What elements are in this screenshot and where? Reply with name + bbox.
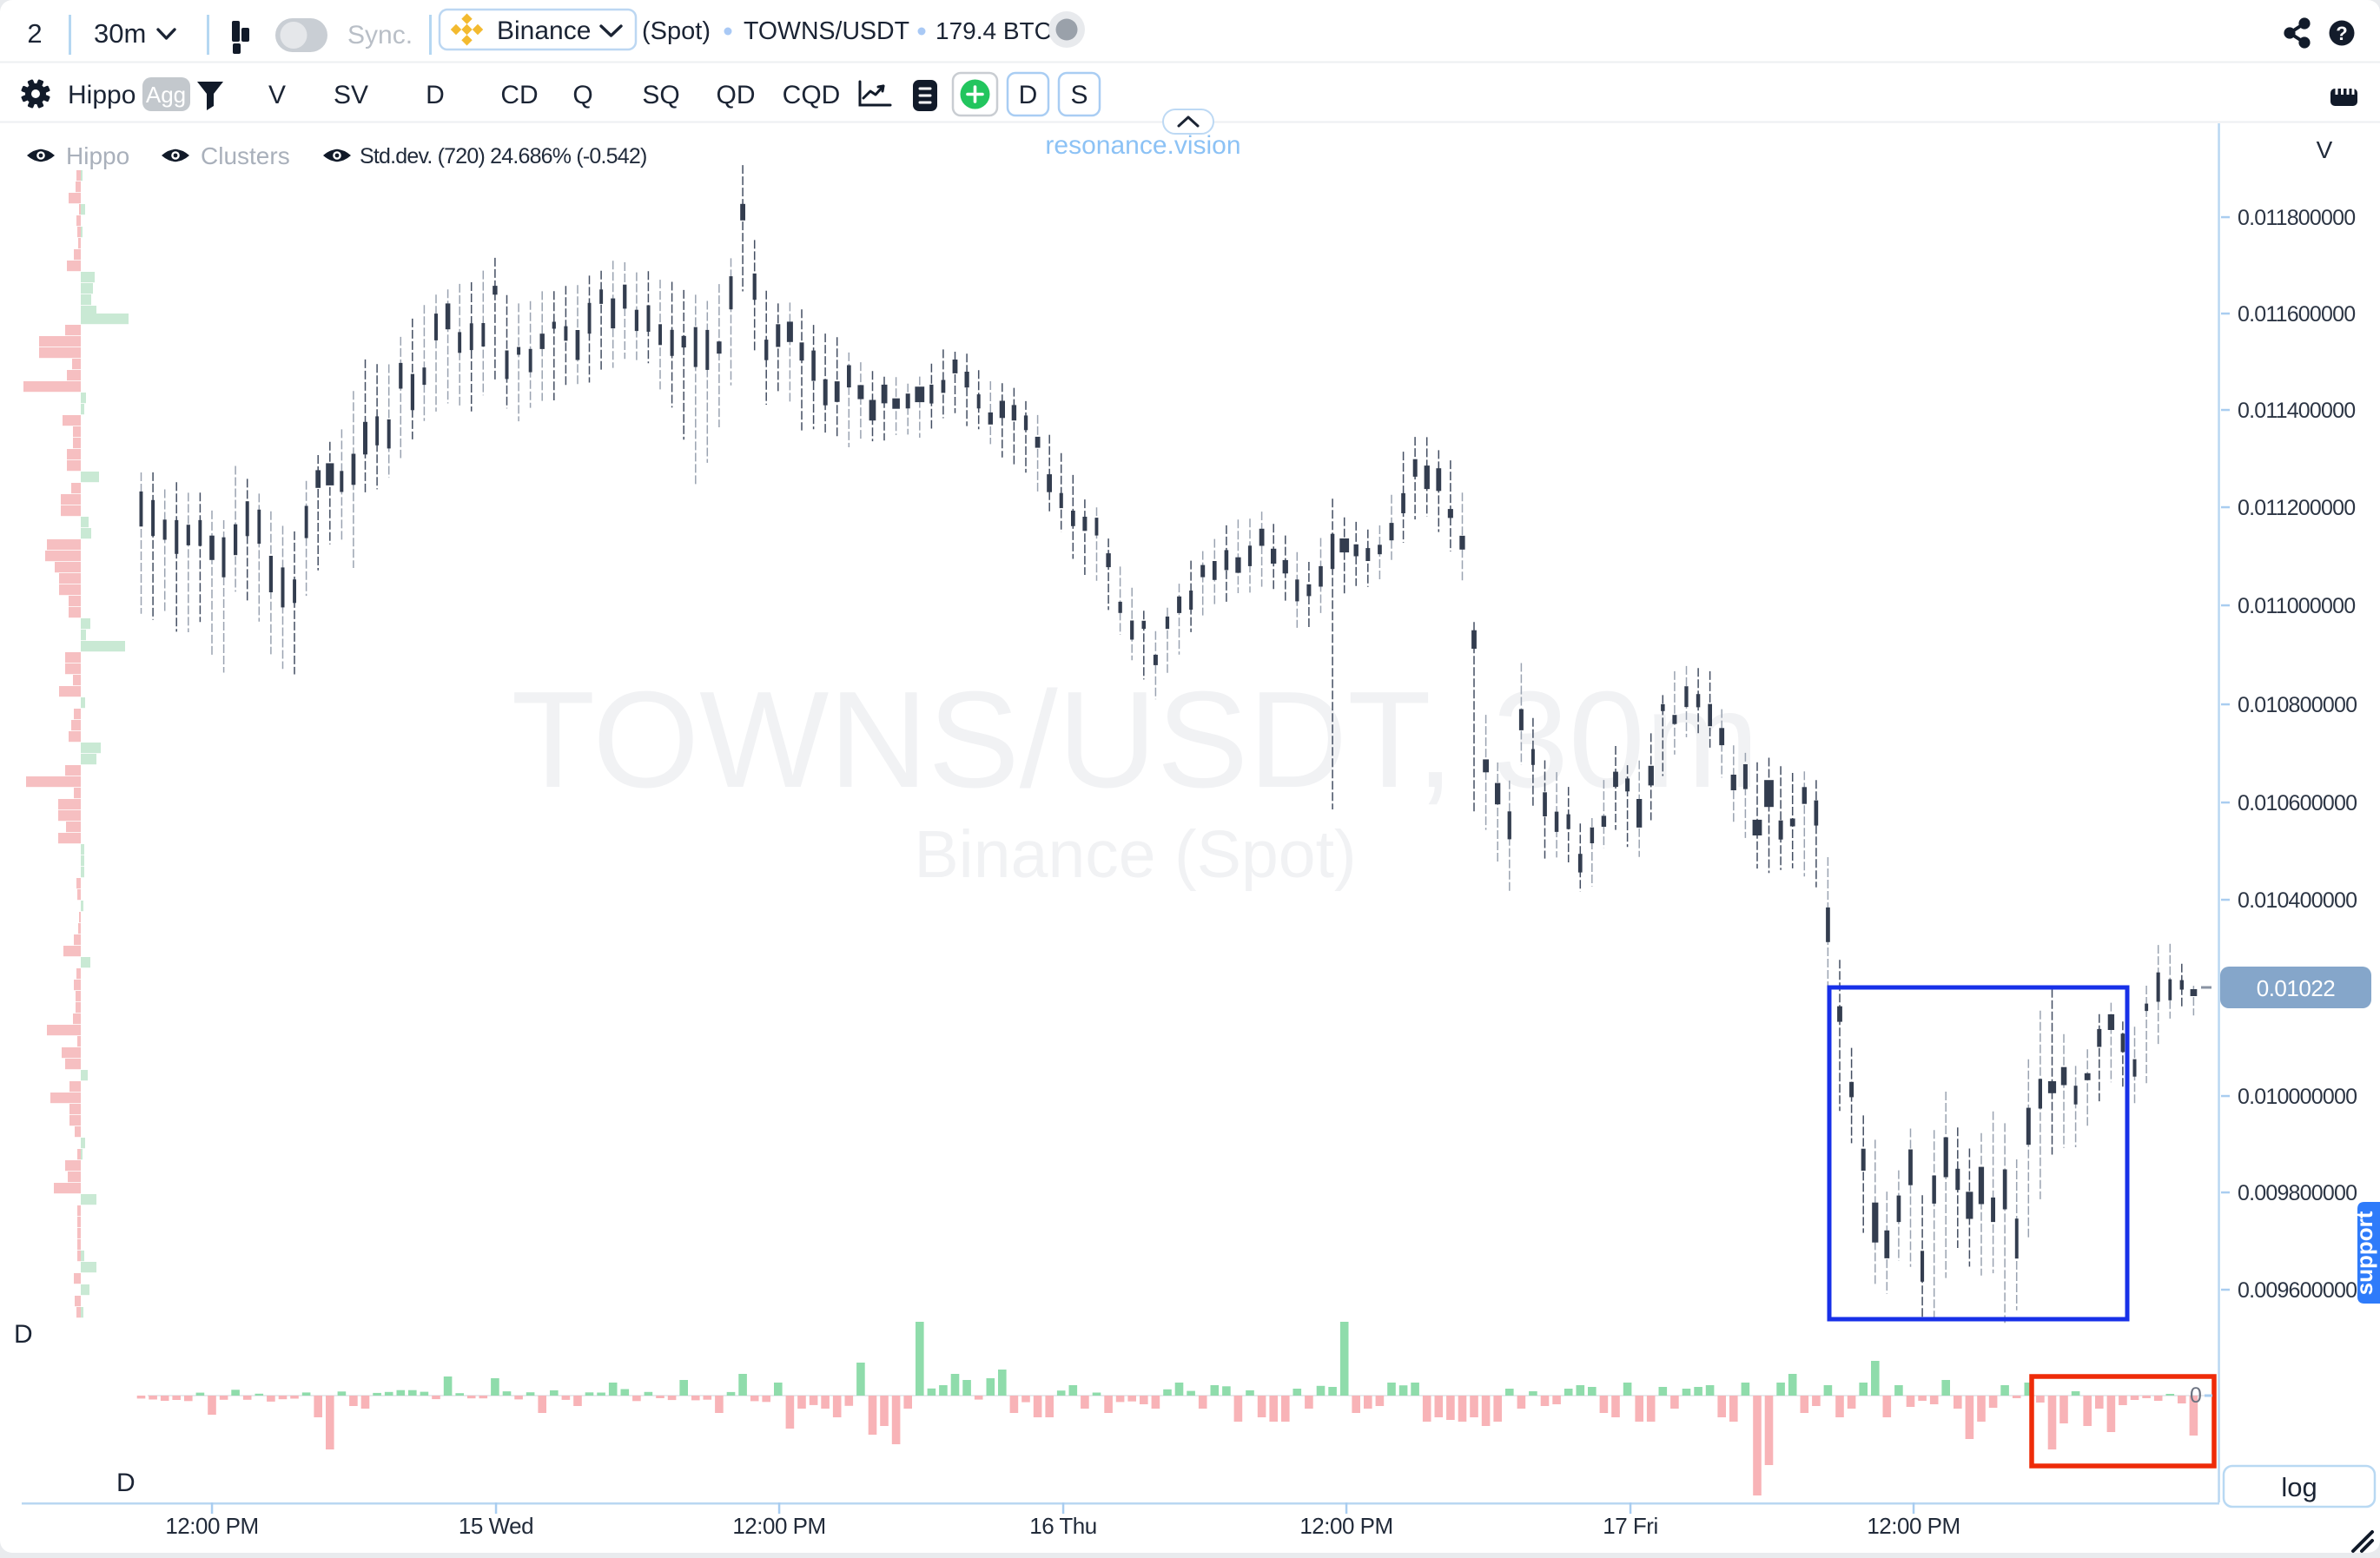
svg-text:V: V bbox=[2317, 136, 2333, 163]
svg-text:12:00 PM: 12:00 PM bbox=[1867, 1513, 1960, 1539]
svg-text:0.009800000: 0.009800000 bbox=[2238, 1181, 2357, 1205]
svg-text:resonance.vision: resonance.vision bbox=[1045, 131, 1240, 160]
svg-text:?: ? bbox=[2336, 23, 2347, 44]
svg-text:0.011600000: 0.011600000 bbox=[2238, 302, 2355, 327]
svg-text:30m: 30m bbox=[94, 18, 146, 49]
svg-text:CD: CD bbox=[500, 81, 538, 109]
svg-text:Clusters: Clusters bbox=[201, 142, 290, 169]
svg-text:V: V bbox=[268, 81, 286, 109]
svg-text:0.011000000: 0.011000000 bbox=[2238, 594, 2355, 618]
svg-text:Binance (Spot): Binance (Spot) bbox=[914, 817, 1356, 892]
svg-text:S: S bbox=[1070, 81, 1088, 109]
svg-text:0.010800000: 0.010800000 bbox=[2238, 693, 2357, 717]
svg-text:17 Fri: 17 Fri bbox=[1603, 1513, 1657, 1539]
svg-text:Binance: Binance bbox=[497, 17, 591, 45]
svg-text:Agg: Agg bbox=[146, 82, 186, 108]
svg-text:12:00 PM: 12:00 PM bbox=[165, 1513, 258, 1539]
svg-text:0.010600000: 0.010600000 bbox=[2238, 791, 2357, 815]
svg-text:log: log bbox=[2281, 1472, 2317, 1502]
svg-text:(Spot): (Spot) bbox=[642, 17, 711, 45]
svg-text:0.011400000: 0.011400000 bbox=[2238, 399, 2355, 423]
svg-text:0.010000000: 0.010000000 bbox=[2238, 1085, 2357, 1109]
svg-text:D: D bbox=[14, 1320, 33, 1349]
svg-text:TOWNS/USDT: TOWNS/USDT bbox=[744, 17, 909, 45]
svg-text:D: D bbox=[116, 1469, 136, 1497]
svg-text:0.011800000: 0.011800000 bbox=[2238, 206, 2355, 230]
svg-text:15 Wed: 15 Wed bbox=[459, 1513, 533, 1539]
svg-text:179.4 BTC: 179.4 BTC bbox=[935, 17, 1052, 44]
svg-text:Sync.: Sync. bbox=[347, 21, 413, 50]
svg-text:TOWNS/USDT, 30m: TOWNS/USDT, 30m bbox=[512, 663, 1760, 816]
svg-text:Hippo: Hippo bbox=[66, 142, 129, 169]
svg-text:12:00 PM: 12:00 PM bbox=[732, 1513, 825, 1539]
svg-text:SV: SV bbox=[334, 81, 368, 109]
svg-text:0.009600000: 0.009600000 bbox=[2238, 1278, 2357, 1303]
svg-text:SQ: SQ bbox=[642, 81, 679, 109]
svg-text:0.011200000: 0.011200000 bbox=[2238, 496, 2355, 520]
svg-text:QD: QD bbox=[717, 81, 756, 109]
svg-text:0.01022: 0.01022 bbox=[2257, 975, 2336, 1001]
svg-text:0: 0 bbox=[2190, 1383, 2202, 1408]
svg-text:12:00 PM: 12:00 PM bbox=[1299, 1513, 1392, 1539]
svg-text:2: 2 bbox=[27, 18, 42, 49]
svg-text:Hippo: Hippo bbox=[68, 81, 136, 109]
svg-text:Q: Q bbox=[572, 81, 592, 109]
svg-text:D: D bbox=[1019, 81, 1038, 109]
svg-text:support: support bbox=[2351, 1211, 2377, 1295]
svg-text:Std.dev. (720) 24.686% (-0.542: Std.dev. (720) 24.686% (-0.542) bbox=[360, 144, 647, 168]
svg-text:CQD: CQD bbox=[783, 81, 841, 109]
svg-text:16 Thu: 16 Thu bbox=[1029, 1513, 1096, 1539]
svg-text:D: D bbox=[426, 81, 445, 109]
svg-text:0.010400000: 0.010400000 bbox=[2238, 888, 2357, 913]
